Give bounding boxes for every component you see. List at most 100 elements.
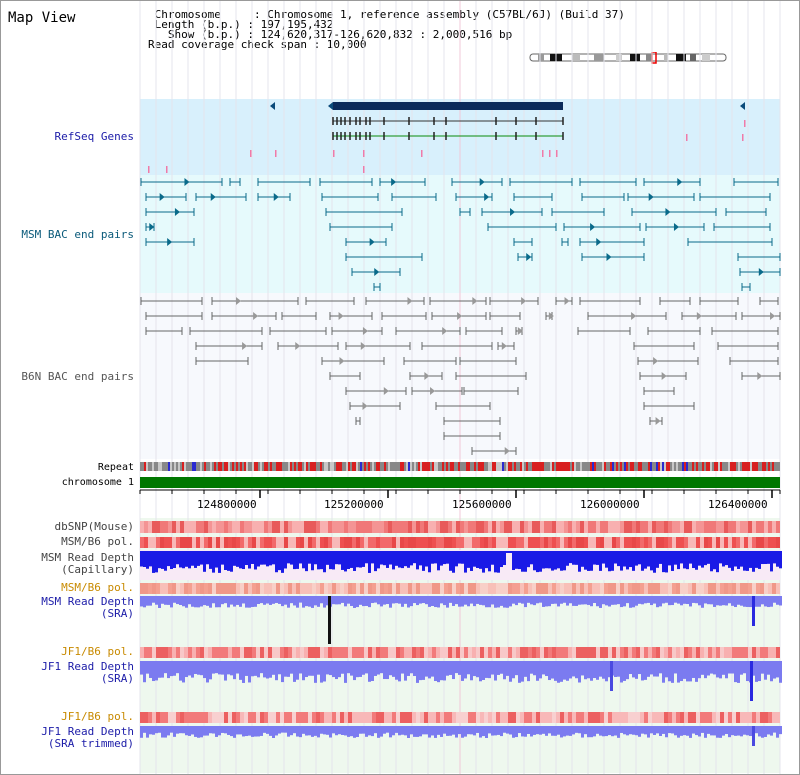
heat-cell xyxy=(704,521,708,533)
depth-bar xyxy=(401,726,404,735)
heat-cell xyxy=(312,647,316,658)
heat-cell xyxy=(504,537,508,548)
heat-cell xyxy=(144,647,148,658)
heat-cell xyxy=(272,712,276,723)
heat-cell xyxy=(656,583,660,594)
heat-cell xyxy=(204,712,208,723)
heat-cell xyxy=(400,647,404,658)
heat-cell xyxy=(148,647,152,658)
repeat-segment xyxy=(528,462,530,471)
depth-bar xyxy=(194,551,197,568)
depth-bar xyxy=(704,596,707,604)
repeat-segment xyxy=(278,462,280,471)
refseq-tick xyxy=(421,150,423,157)
depth-bar xyxy=(308,596,311,607)
depth-bar xyxy=(314,551,317,565)
jf1-b6-pol-label-2[interactable]: JF1/B6 pol. xyxy=(61,710,134,723)
msm-b6-pol-label[interactable]: MSM/B6 pol. xyxy=(61,535,134,548)
heat-cell xyxy=(496,537,500,548)
depth-bar xyxy=(689,551,692,564)
heat-cell xyxy=(452,537,456,548)
depth-bar xyxy=(479,661,482,682)
depth-bar xyxy=(362,596,365,607)
heat-cell xyxy=(508,647,512,658)
axis-tick-label: 126000000 xyxy=(580,498,640,511)
msm-b6-pol-label-2[interactable]: MSM/B6 pol. xyxy=(61,581,134,594)
heat-cell xyxy=(468,521,472,533)
depth-bar xyxy=(506,726,509,734)
depth-bar xyxy=(221,661,224,675)
heat-cell xyxy=(684,521,688,533)
heat-cell xyxy=(676,647,680,658)
depth-bar xyxy=(779,726,782,735)
repeat-segment xyxy=(214,462,216,471)
heat-cell xyxy=(184,537,188,548)
heat-cell xyxy=(708,712,712,723)
heat-cell xyxy=(456,537,460,548)
depth-bar xyxy=(752,551,755,572)
depth-bar xyxy=(689,596,692,607)
depth-bar xyxy=(746,726,749,736)
heat-cell xyxy=(712,712,716,723)
heat-cell xyxy=(644,537,648,548)
heat-cell xyxy=(700,521,704,533)
depth-bar xyxy=(719,726,722,738)
msm-bac-label[interactable]: MSM BAC end pairs xyxy=(21,228,134,241)
depth-bar xyxy=(419,596,422,604)
dbsnp-label[interactable]: dbSNP(Mouse) xyxy=(54,520,134,533)
heat-cell xyxy=(220,583,224,594)
heat-cell xyxy=(584,712,588,723)
heat-cell xyxy=(636,647,640,658)
refseq-label[interactable]: RefSeq Genes xyxy=(54,130,134,143)
heat-cell xyxy=(668,521,672,533)
depth-bar xyxy=(692,551,695,569)
heat-cell xyxy=(684,647,688,658)
heat-cell xyxy=(180,521,184,533)
depth-bar xyxy=(629,726,632,735)
heat-cell xyxy=(572,712,576,723)
depth-bar xyxy=(173,551,176,568)
repeat-segment xyxy=(232,462,234,471)
heat-cell xyxy=(212,583,216,594)
repeat-segment xyxy=(568,462,570,471)
heat-cell xyxy=(240,583,244,594)
depth-bar xyxy=(755,596,758,607)
heat-cell xyxy=(172,521,176,533)
depth-bar xyxy=(320,726,323,734)
repeat-segment xyxy=(776,462,778,471)
heat-cell xyxy=(372,583,376,594)
depth-bar xyxy=(626,661,629,680)
refseq-tick xyxy=(556,150,558,157)
repeat-segment xyxy=(358,462,360,471)
heat-cell xyxy=(416,647,420,658)
bac-arrow xyxy=(521,297,527,305)
depth-bar xyxy=(578,596,581,605)
depth-bar xyxy=(251,661,254,677)
repeat-segment xyxy=(432,462,434,471)
depth-bar xyxy=(362,661,365,675)
msm-depth-capillary-label-1[interactable]: MSM Read Depth xyxy=(41,551,134,564)
heat-cell xyxy=(288,537,292,548)
depth-bar xyxy=(356,726,359,738)
depth-bar xyxy=(365,551,368,564)
jf1-depth-trim-label-1[interactable]: JF1 Read Depth xyxy=(41,725,134,738)
depth-bar xyxy=(230,596,233,605)
depth-bar xyxy=(209,596,212,608)
depth-bar xyxy=(200,726,203,738)
b6n-bac-label[interactable]: B6N BAC end pairs xyxy=(21,370,134,383)
repeat-segment xyxy=(440,462,442,471)
msm-depth-sra-label-1[interactable]: MSM Read Depth xyxy=(41,595,134,608)
repeat-segment xyxy=(514,462,516,471)
bac-arrow xyxy=(424,372,430,380)
repeat-segment xyxy=(154,462,156,471)
jf1-depth-sra-label-1[interactable]: JF1 Read Depth xyxy=(41,660,134,673)
repeat-segment xyxy=(352,462,354,471)
repeat-segment xyxy=(742,462,744,471)
depth-bar xyxy=(401,551,404,569)
jf1-b6-pol-label[interactable]: JF1/B6 pol. xyxy=(61,645,134,658)
heat-cell xyxy=(192,537,196,548)
repeat-segment xyxy=(212,462,214,471)
repeat-segment xyxy=(604,462,606,471)
depth-bar xyxy=(620,551,623,571)
